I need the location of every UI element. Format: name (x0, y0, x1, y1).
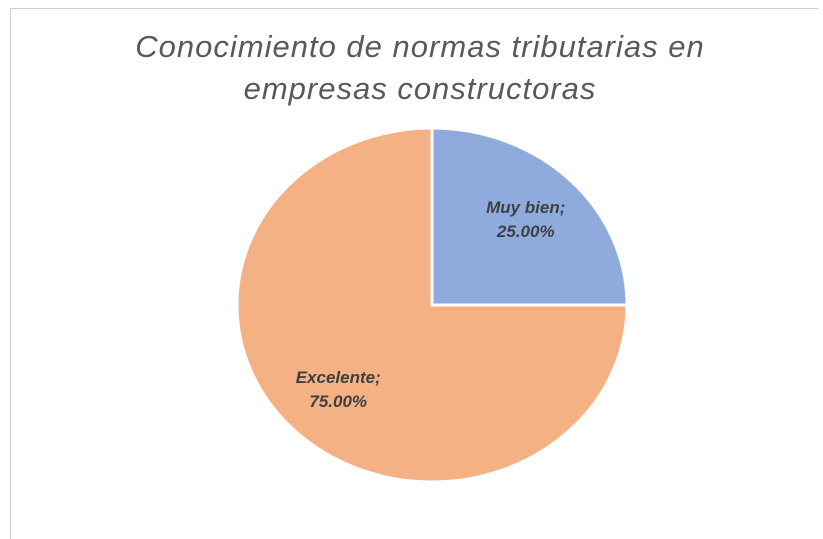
pie-slice (430, 126, 629, 307)
data-label: Muy bien; 25.00% (486, 197, 566, 241)
data-label: Excelente; 75.00% (295, 368, 381, 412)
chart-frame (10, 8, 819, 539)
chart-title: Conocimiento de normas tributarias en em… (135, 29, 705, 106)
pie-slice (235, 126, 629, 484)
